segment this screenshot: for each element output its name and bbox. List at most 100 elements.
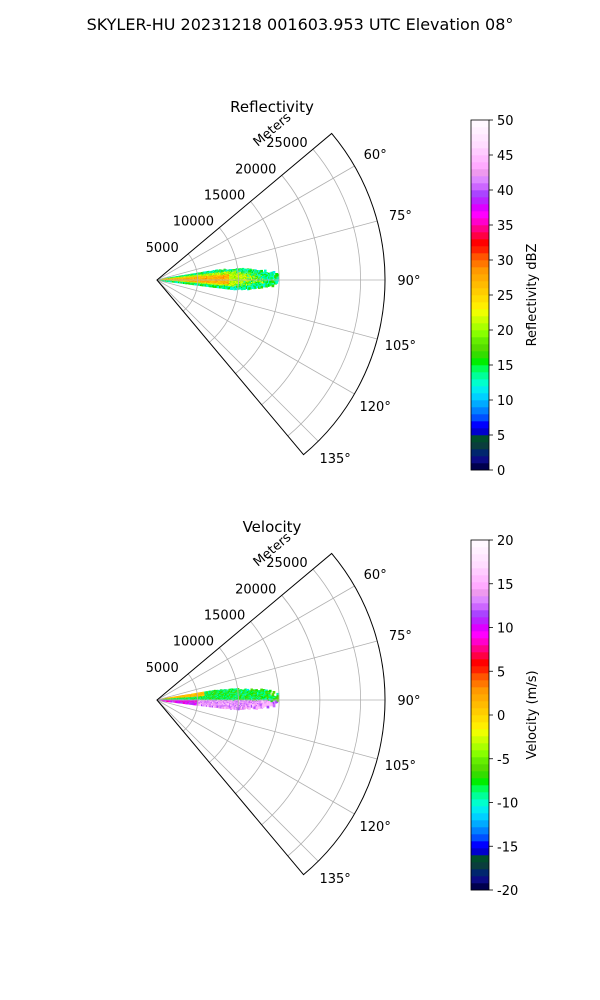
echo-bin [258, 286, 261, 289]
echo-bin [186, 702, 189, 705]
echo-bin [193, 703, 196, 706]
colorbar-segment [471, 337, 489, 345]
azimuth-tick-label: 120° [360, 400, 391, 415]
echo-bin [175, 281, 178, 284]
echo-bin [166, 700, 168, 702]
colorbar-segment [471, 148, 489, 156]
colorbar-segment [471, 155, 489, 163]
colorbar-segment [471, 309, 489, 317]
colorbar-segment [471, 372, 489, 380]
echo-bin [169, 700, 172, 703]
colorbar-tick-label: 20 [497, 324, 514, 339]
echo-field [158, 267, 280, 291]
echo-bin [231, 287, 234, 290]
range-tick-label: 25000 [266, 136, 307, 151]
colorbar-segment [471, 365, 489, 373]
azimuth-tick-label: 90° [397, 274, 420, 289]
echo-bin [203, 284, 206, 287]
echo-bin [227, 287, 230, 290]
echo-bin [209, 285, 212, 288]
colorbar-segment [471, 456, 489, 464]
colorbar-segment [471, 218, 489, 226]
echo-bin [174, 281, 176, 283]
azimuth-grid-line [156, 220, 378, 281]
echo-bin [205, 285, 208, 287]
echo-bin [164, 700, 167, 702]
echo-bin [178, 701, 180, 704]
echo-bin [195, 703, 197, 706]
echo-bin [246, 269, 250, 272]
colorbar-tick-label: 40 [497, 184, 514, 199]
echo-bin [236, 287, 239, 291]
colorbar-tick-label: 5 [497, 429, 505, 444]
echo-bin [229, 287, 233, 290]
echo-bin [163, 280, 165, 282]
echo-bin [226, 287, 229, 290]
colorbar-segment [471, 386, 489, 394]
echo-bin [240, 287, 244, 291]
echo-bin [167, 280, 169, 282]
echo-bin [182, 282, 185, 284]
colorbar-segment [471, 449, 489, 457]
echo-bin [234, 287, 237, 290]
echo-bin [223, 287, 226, 290]
range-grid-arc [235, 201, 280, 374]
echo-bin [276, 276, 280, 280]
colorbar-segment [471, 134, 489, 142]
echo-bin [186, 282, 189, 285]
echo-bin [173, 281, 175, 283]
echo-bin [197, 284, 200, 286]
echo-bin [219, 286, 222, 289]
echo-bin [271, 283, 275, 286]
echo-bin [181, 702, 184, 704]
azimuth-grid-line [156, 279, 378, 340]
colorbar-segment [471, 190, 489, 198]
echo-bin [220, 286, 223, 289]
colorbar-segment [471, 267, 489, 275]
range-tick-label: 20000 [235, 162, 276, 177]
echo-bin [188, 703, 191, 705]
azimuth-tick-label: 75° [389, 209, 412, 224]
echo-bin [202, 284, 204, 287]
echo-bin [182, 702, 185, 704]
echo-bin [170, 701, 173, 703]
colorbar-segment [471, 442, 489, 450]
panel-title: Reflectivity [230, 98, 314, 116]
echo-bin [264, 269, 267, 273]
echo-bin [185, 702, 187, 705]
echo-bin [213, 285, 215, 288]
echo-bin [260, 285, 264, 289]
colorbar-tick-label: 0 [497, 464, 505, 479]
echo-bin [198, 284, 201, 286]
echo-bin [201, 284, 203, 287]
echo-bin [207, 284, 209, 287]
azimuth-tick-label: 60° [364, 148, 387, 163]
echo-bin [225, 287, 228, 290]
azimuth-grid-line [156, 279, 319, 442]
echo-bin [216, 286, 219, 289]
colorbar-tick-label: 10 [497, 394, 514, 409]
colorbar-segment [471, 400, 489, 408]
echo-bin [271, 280, 275, 283]
colorbar-segment [471, 393, 489, 401]
colorbar-segment [471, 225, 489, 233]
echo-bin [275, 281, 279, 284]
echo-bin [270, 274, 274, 278]
colorbar-segment [471, 274, 489, 282]
echo-bin [251, 286, 255, 290]
echo-bin [167, 700, 169, 702]
colorbar-tick-label: 25 [497, 289, 514, 304]
colorbar-segment [471, 463, 489, 471]
echo-bin [181, 282, 184, 284]
echo-bin [163, 700, 165, 702]
echo-bin [184, 702, 186, 705]
echo-bin [170, 281, 173, 283]
echo-bin [188, 283, 191, 285]
echo-bin [175, 701, 178, 704]
colorbar-segment [471, 295, 489, 303]
echo-bin [248, 287, 251, 290]
echo-bin [199, 284, 202, 287]
echo-bin [233, 288, 236, 291]
colorbar-tick-label: 45 [497, 149, 514, 164]
